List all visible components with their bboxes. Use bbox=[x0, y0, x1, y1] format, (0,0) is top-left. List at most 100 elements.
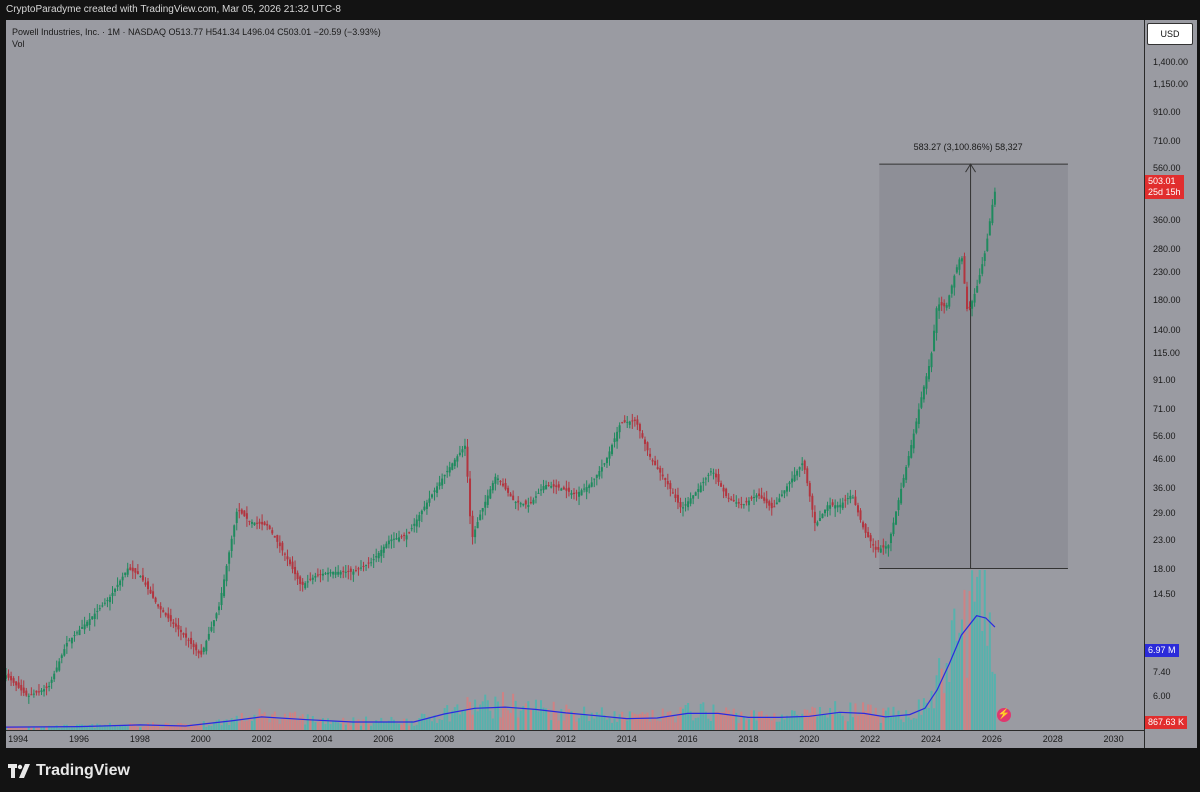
candle-body bbox=[372, 559, 375, 561]
lightning-icon[interactable]: ⚡ bbox=[997, 708, 1012, 722]
volume-bar bbox=[938, 658, 941, 730]
volume-bar bbox=[692, 720, 695, 730]
top-bar: CryptoParadyme created with TradingView.… bbox=[0, 0, 1200, 20]
candle-body bbox=[953, 275, 956, 288]
price-axis[interactable]: 1,400.00 1,150.00 910.00 710.00 560.00 360.00… bbox=[1144, 20, 1197, 748]
volume-bar bbox=[638, 713, 641, 730]
candle-body bbox=[291, 561, 294, 570]
volume-bar bbox=[37, 727, 40, 730]
price-tick-label: 23.00 bbox=[1153, 535, 1176, 545]
candle-body bbox=[742, 504, 745, 506]
candle-body bbox=[55, 667, 58, 672]
currency-button[interactable]: USD bbox=[1147, 23, 1193, 45]
plot-area[interactable]: Powell Industries, Inc. · 1M · NASDAQ O5… bbox=[6, 20, 1144, 730]
volume-bar bbox=[633, 713, 636, 730]
candle-body bbox=[413, 523, 416, 526]
candle-body bbox=[849, 495, 852, 500]
candle-body bbox=[114, 588, 117, 592]
measure-arrow-head bbox=[965, 163, 976, 173]
volume-bar bbox=[656, 720, 659, 730]
candle-body bbox=[453, 459, 456, 467]
candle-body bbox=[342, 571, 345, 573]
candle-body bbox=[91, 616, 94, 620]
candle-body bbox=[656, 467, 659, 469]
volume-bar bbox=[398, 723, 401, 730]
candle-body bbox=[400, 536, 403, 538]
volume-bar bbox=[261, 713, 264, 730]
volume-bar bbox=[430, 721, 433, 730]
candle-body bbox=[540, 489, 543, 491]
volume-bar bbox=[362, 719, 365, 730]
volume-bar bbox=[867, 704, 870, 730]
candle-body bbox=[286, 556, 289, 560]
time-tick-label: 2004 bbox=[312, 734, 333, 744]
volume-bar bbox=[174, 724, 177, 730]
candle-body bbox=[116, 584, 119, 588]
price-tick-label: 710.00 bbox=[1153, 135, 1181, 146]
candle-body bbox=[136, 571, 139, 575]
volume-bar bbox=[555, 712, 558, 730]
volume-ma-line bbox=[6, 615, 996, 728]
candle-body bbox=[618, 425, 621, 433]
volume-bar bbox=[223, 720, 226, 730]
candle-body bbox=[53, 673, 56, 680]
candle-body bbox=[783, 490, 786, 494]
candle-body bbox=[993, 191, 996, 205]
candle-body bbox=[565, 488, 568, 491]
volume-bar bbox=[154, 724, 157, 730]
volume-bar bbox=[978, 570, 981, 730]
volume-bar bbox=[286, 719, 289, 730]
price-tick-label: 56.00 bbox=[1153, 431, 1176, 442]
volume-bar bbox=[986, 645, 989, 730]
volume-bar bbox=[651, 709, 654, 730]
volume-bar bbox=[803, 709, 806, 730]
price-tick-label: 1,400.00 bbox=[1153, 56, 1189, 67]
symbol-line: Powell Industries, Inc. · 1M · NASDAQ O5… bbox=[12, 27, 381, 37]
candle-body bbox=[514, 501, 517, 504]
price-tick-label: 910.00 bbox=[1153, 106, 1181, 117]
volume-bar bbox=[162, 727, 165, 730]
candle-body bbox=[578, 491, 581, 497]
time-axis[interactable]: 1994 1996 1998 2000 2002 2004 2006 2008 2010 2012… bbox=[6, 730, 1144, 749]
chart-frame[interactable]: Powell Industries, Inc. · 1M · NASDAQ O5… bbox=[6, 20, 1197, 749]
candle-body bbox=[570, 492, 573, 495]
volume-bar bbox=[598, 714, 601, 730]
candle-body bbox=[702, 481, 705, 484]
candle-body bbox=[144, 582, 147, 585]
candle-body bbox=[258, 521, 261, 524]
volume-bar bbox=[486, 700, 489, 730]
volume-bar bbox=[676, 713, 679, 730]
candle-body bbox=[202, 647, 205, 652]
volume-bar bbox=[248, 716, 251, 730]
volume-bar bbox=[210, 725, 213, 730]
candle-body bbox=[192, 643, 195, 648]
candle-body bbox=[882, 545, 885, 548]
candle-body bbox=[233, 525, 236, 537]
volume-bar bbox=[585, 714, 588, 730]
candle-body bbox=[768, 501, 771, 506]
candle-body bbox=[816, 522, 819, 526]
volume-bar bbox=[580, 713, 583, 730]
volume-bar bbox=[618, 714, 621, 730]
volume-bar bbox=[129, 723, 132, 730]
candle-body bbox=[377, 552, 380, 559]
candle-body bbox=[425, 502, 428, 510]
volume-bar bbox=[567, 709, 570, 730]
volume-bar bbox=[747, 719, 750, 730]
candle-body bbox=[486, 495, 489, 505]
volume-bar bbox=[78, 724, 81, 730]
volume-bar bbox=[872, 714, 875, 730]
volume-bar bbox=[897, 710, 900, 730]
candle-body bbox=[86, 621, 89, 627]
volume-bar bbox=[327, 718, 330, 730]
volume-bar bbox=[152, 722, 155, 730]
price-chart[interactable] bbox=[6, 20, 1144, 730]
candle-body bbox=[750, 497, 753, 499]
candle-body bbox=[948, 295, 951, 307]
tradingview-logo[interactable]: TradingView bbox=[8, 762, 130, 780]
volume-bar bbox=[187, 727, 190, 730]
volume-bar bbox=[106, 725, 109, 730]
candle-body bbox=[443, 474, 446, 477]
candle-body bbox=[139, 576, 142, 578]
candle-body bbox=[324, 573, 327, 575]
